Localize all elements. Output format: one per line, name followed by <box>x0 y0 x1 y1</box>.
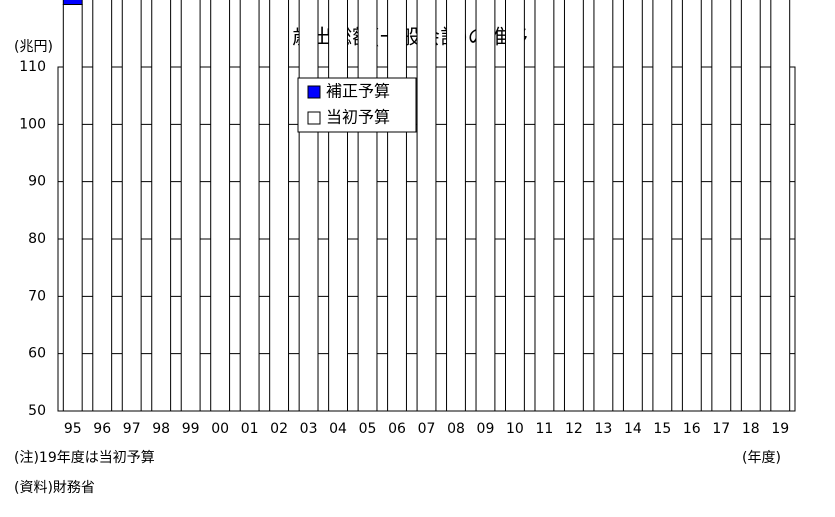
legend-label: 当初予算 <box>326 108 390 127</box>
x-tick-label: 17 <box>712 421 730 437</box>
x-tick-label: 18 <box>742 421 760 437</box>
bar <box>180 0 201 412</box>
bar <box>269 0 290 412</box>
bar <box>563 0 584 412</box>
x-tick-label: 08 <box>447 421 465 437</box>
x-tick-label: 98 <box>152 421 170 437</box>
y-axis-label: (兆円) <box>14 39 53 55</box>
y-tick-label: 50 <box>28 403 46 419</box>
bar <box>681 0 702 412</box>
bar <box>652 0 673 412</box>
x-tick-label: 07 <box>418 421 436 437</box>
bar <box>770 0 791 412</box>
bar <box>121 0 142 412</box>
bar <box>151 0 172 412</box>
bar <box>62 4 83 412</box>
x-tick-label: 15 <box>653 421 671 437</box>
y-tick-label: 80 <box>28 231 46 247</box>
legend-label: 補正予算 <box>326 82 390 101</box>
x-tick-label: 06 <box>388 421 406 437</box>
bar <box>298 0 319 412</box>
bar <box>92 0 113 412</box>
bar <box>416 0 437 412</box>
bar <box>740 0 761 412</box>
x-tick-label: 02 <box>270 421 288 437</box>
bar <box>475 0 496 412</box>
x-tick-label: 97 <box>123 421 141 437</box>
bar <box>622 0 643 412</box>
x-tick-label: 19 <box>771 421 789 437</box>
bar <box>711 0 732 412</box>
x-tick-label: 13 <box>594 421 612 437</box>
x-tick-label: 01 <box>241 421 259 437</box>
x-tick-label: 99 <box>182 421 200 437</box>
legend-swatch <box>307 85 321 99</box>
y-tick-label: 70 <box>28 288 46 304</box>
note: (注)19年度は当初予算 <box>14 449 155 466</box>
y-tick-label: 90 <box>28 174 46 190</box>
x-tick-label: 04 <box>329 421 347 437</box>
x-tick-label: 96 <box>93 421 111 437</box>
x-tick-label: 09 <box>477 421 495 437</box>
x-tick-label: 95 <box>64 421 82 437</box>
legend-swatch <box>307 111 321 125</box>
x-tick-label: 05 <box>359 421 377 437</box>
bar <box>210 0 231 412</box>
bar <box>357 0 378 412</box>
x-tick-label: 00 <box>211 421 229 437</box>
x-tick-label: 11 <box>536 421 554 437</box>
x-tick-label: 16 <box>683 421 701 437</box>
y-tick-label: 100 <box>19 116 46 132</box>
x-tick-label: 14 <box>624 421 642 437</box>
y-tick-label: 110 <box>19 59 46 75</box>
x-tick-label: 12 <box>565 421 583 437</box>
x-tick-label: 03 <box>300 421 318 437</box>
x-axis-label: (年度) <box>742 450 781 466</box>
x-tick-label: 10 <box>506 421 524 437</box>
bar <box>387 0 407 412</box>
bar <box>328 0 348 412</box>
y-tick-label: 60 <box>28 346 46 362</box>
bar <box>505 0 525 412</box>
bar <box>446 0 466 412</box>
bar <box>239 0 260 412</box>
bar <box>593 0 614 412</box>
bar <box>534 0 555 412</box>
note: (資料)財務省 <box>14 480 95 496</box>
bar <box>62 0 83 6</box>
